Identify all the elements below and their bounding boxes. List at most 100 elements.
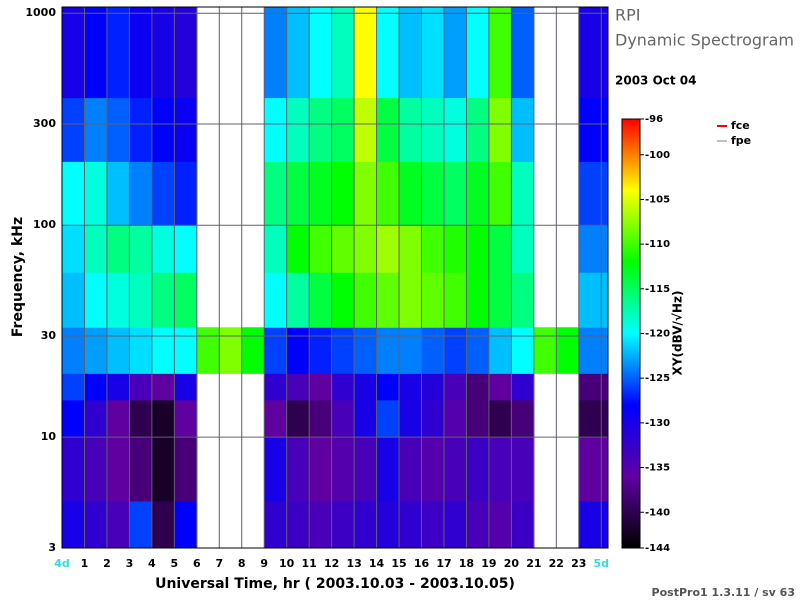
y-tick-label: 100 — [33, 218, 56, 231]
heatmap-cell — [421, 272, 445, 328]
heatmap-cell — [421, 500, 445, 549]
plot-frame — [61, 6, 609, 549]
heatmap-cell — [578, 7, 609, 99]
heatmap-cell — [62, 500, 85, 549]
heatmap-cell — [309, 327, 333, 374]
heatmap-cell — [399, 399, 423, 438]
heatmap-cell — [488, 225, 512, 273]
heatmap-cell — [354, 399, 378, 438]
heatmap-cell — [331, 97, 355, 162]
heatmap-cell — [331, 437, 355, 502]
heatmap-cell — [264, 272, 288, 328]
heatmap-cell — [488, 327, 512, 374]
heatmap-cell — [399, 437, 423, 502]
heatmap-cell — [151, 97, 175, 162]
heatmap-cell — [309, 97, 333, 162]
colorbar-tick-label: -140 — [645, 507, 670, 518]
heatmap-cell — [84, 97, 108, 162]
heatmap-cell — [354, 373, 378, 401]
heatmap-cell — [354, 7, 378, 99]
heatmap-cell — [331, 373, 355, 401]
heatmap-cell — [264, 97, 288, 162]
colorbar-tick-label: -100 — [645, 150, 670, 161]
heatmap-cell — [511, 327, 535, 374]
heatmap-cell — [488, 399, 512, 438]
colorbar-tick-label: -105 — [645, 194, 670, 205]
heatmap-cell — [488, 7, 512, 99]
colorbar-tick-label: -115 — [645, 284, 670, 295]
heatmap-cell — [578, 500, 609, 549]
x-tick-label: 4 — [148, 557, 156, 570]
heatmap-cell — [511, 437, 535, 502]
heatmap-cell — [84, 161, 108, 226]
heatmap-cell — [151, 399, 175, 438]
heatmap-cell — [129, 97, 153, 162]
heatmap-cell — [578, 373, 609, 401]
heatmap-cell — [399, 7, 423, 99]
heatmap-cell — [174, 161, 198, 226]
heatmap-cell — [556, 327, 580, 374]
heatmap-cell — [309, 500, 333, 549]
x-tick-label: 9 — [260, 557, 268, 570]
heatmap-cell — [309, 272, 333, 328]
heatmap-cell — [264, 225, 288, 273]
x-tick-label: 23 — [571, 557, 586, 570]
heatmap-cell — [376, 97, 400, 162]
x-tick-label: 17 — [436, 557, 451, 570]
colorbar-tick-label: -125 — [645, 373, 670, 384]
heatmap-cell — [331, 161, 355, 226]
heatmap-cell — [488, 97, 512, 162]
heatmap-cell — [151, 7, 175, 99]
heatmap-cell — [399, 500, 423, 549]
heatmap-cell — [309, 373, 333, 401]
heatmap-cell — [174, 437, 198, 502]
x-tick-label: 22 — [549, 557, 564, 570]
heatmap-cell — [151, 500, 175, 549]
x-tick-label: 11 — [302, 557, 317, 570]
heatmap-cell — [264, 500, 288, 549]
heatmap-cell — [421, 373, 445, 401]
heatmap-cell — [174, 225, 198, 273]
x-tick-label: 8 — [238, 557, 246, 570]
heatmap-cell — [443, 7, 467, 99]
heatmap-cell — [354, 161, 378, 226]
heatmap-cell — [286, 272, 310, 328]
heatmap-cell — [331, 7, 355, 99]
heatmap-cell — [106, 399, 130, 438]
colorbar — [621, 118, 641, 549]
x-tick-label: 7 — [215, 557, 223, 570]
heatmap-cell — [443, 97, 467, 162]
heatmap-cell — [354, 437, 378, 502]
heatmap-cell — [533, 327, 557, 374]
heatmap-cell — [129, 225, 153, 273]
x-tick-label: 20 — [504, 557, 520, 570]
heatmap-cell — [241, 327, 265, 374]
heatmap-cell — [174, 7, 198, 99]
heatmap-cell — [286, 500, 310, 549]
x-tick-label: 2 — [103, 557, 111, 570]
heatmap-cell — [466, 7, 490, 99]
heatmap-cell — [62, 161, 85, 226]
heatmap-cell — [399, 327, 423, 374]
heatmap-cell — [578, 225, 609, 273]
colorbar-label: XY(dBV/√Hz) — [671, 291, 685, 376]
heatmap-cell — [129, 161, 153, 226]
heatmap-cell — [399, 373, 423, 401]
heatmap-cell — [84, 225, 108, 273]
heatmap-cell — [174, 327, 198, 374]
heatmap-cell — [84, 7, 108, 99]
heatmap-cell — [511, 161, 535, 226]
heatmap-cell — [331, 500, 355, 549]
heatmap-cell — [443, 161, 467, 226]
heatmap-cell — [511, 7, 535, 99]
colorbar-tick-label: -135 — [645, 463, 670, 474]
heatmap-cell — [106, 225, 130, 273]
heatmap-cell — [106, 373, 130, 401]
heatmap-cell — [443, 272, 467, 328]
heatmap-cell — [151, 161, 175, 226]
heatmap-cell — [106, 500, 130, 549]
heatmap-cell — [62, 272, 85, 328]
heatmap-cell — [376, 399, 400, 438]
heatmap-cell — [376, 7, 400, 99]
heatmap-cell — [421, 225, 445, 273]
